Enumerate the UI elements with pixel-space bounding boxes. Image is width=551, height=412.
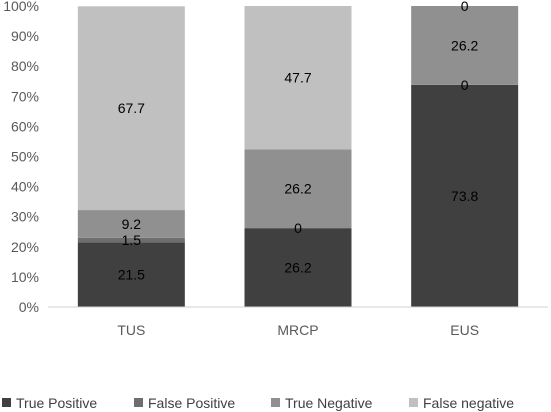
x-axis-category-labels: TUS MRCP EUS bbox=[117, 322, 479, 338]
bar-segment-tus-true-negative bbox=[77, 210, 185, 238]
y-tick-label: 100% bbox=[3, 0, 39, 14]
x-category-label: MRCP bbox=[277, 322, 318, 338]
bar-segment-mrcp-true-positive bbox=[244, 228, 352, 307]
y-tick-label: 10% bbox=[11, 269, 39, 285]
y-tick-label: 80% bbox=[11, 58, 39, 74]
data-label: 0 bbox=[294, 220, 302, 236]
data-label: 9.2 bbox=[122, 216, 142, 232]
y-tick-label: 30% bbox=[11, 209, 39, 225]
y-tick-label: 60% bbox=[11, 118, 39, 134]
data-label: 67.7 bbox=[118, 100, 145, 116]
x-category-label: EUS bbox=[450, 322, 479, 338]
y-tick-label: 0% bbox=[19, 299, 39, 315]
y-tick-label: 20% bbox=[11, 239, 39, 255]
bar-segment-mrcp-false-negative bbox=[244, 6, 352, 150]
bar-segment-tus-false-negative bbox=[77, 6, 185, 211]
data-label: 21.5 bbox=[118, 267, 145, 283]
bar-segment-eus-true-positive bbox=[411, 84, 519, 307]
data-label: 26.2 bbox=[284, 260, 311, 276]
data-label: 1.5 bbox=[122, 232, 142, 248]
legend-label: False negative bbox=[423, 395, 514, 411]
legend-swatch bbox=[271, 398, 280, 407]
bar-segment-tus-false-positive bbox=[77, 237, 185, 243]
bar-segment-tus-true-positive bbox=[77, 242, 185, 307]
data-labels: 21.5 1.59.2 67.7 26.2 0 26.2 47.7 73.8 0 26.2 0 bbox=[118, 0, 479, 283]
y-tick-label: 70% bbox=[11, 88, 39, 104]
legend-label: False Positive bbox=[148, 395, 235, 411]
y-tick-label: 40% bbox=[11, 179, 39, 195]
legend: True Positive False Positive True Negative… bbox=[2, 395, 514, 411]
data-label: 73.8 bbox=[451, 188, 478, 204]
legend-swatch bbox=[2, 398, 11, 407]
data-label: 26.2 bbox=[284, 181, 311, 197]
data-label: 0 bbox=[461, 77, 469, 93]
legend-label: True Negative bbox=[285, 395, 373, 411]
bar-segment-mrcp-true-negative bbox=[244, 149, 352, 229]
legend-swatch bbox=[409, 398, 418, 407]
y-axis-tick-labels: 0% 10% 20% 30% 40% 50% 60% 70% 80% 90% 100% bbox=[3, 0, 39, 315]
data-label: 0 bbox=[461, 0, 469, 14]
y-tick-label: 50% bbox=[11, 149, 39, 165]
bar-stack-area bbox=[77, 6, 519, 307]
data-label: 47.7 bbox=[284, 70, 311, 86]
bar-segment-eus-true-negative bbox=[411, 6, 519, 85]
x-category-label: TUS bbox=[117, 322, 145, 338]
data-label: 26.2 bbox=[451, 37, 478, 53]
y-tick-label: 90% bbox=[11, 28, 39, 44]
legend-swatch bbox=[134, 398, 143, 407]
legend-label: True Positive bbox=[16, 395, 97, 411]
